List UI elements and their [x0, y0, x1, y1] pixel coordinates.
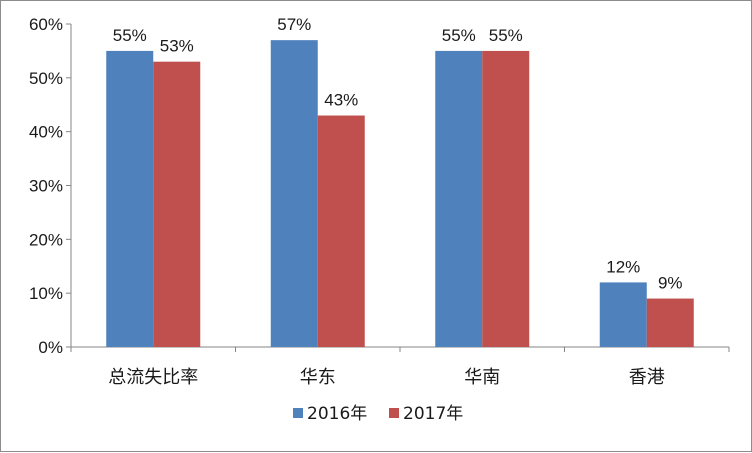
- x-category-label: 华南: [464, 367, 500, 388]
- bar: [106, 50, 154, 348]
- bar: [435, 50, 483, 348]
- data-label: 53%: [160, 37, 194, 56]
- legend-label: 2017年: [403, 404, 463, 424]
- y-tick-label: 0%: [38, 338, 63, 357]
- data-label: 55%: [113, 26, 147, 45]
- y-tick-label: 30%: [29, 177, 63, 196]
- data-labels: 55% 57% 55% 12% 53% 43% 55% 9%: [113, 15, 683, 292]
- data-label: 55%: [489, 26, 523, 45]
- data-label: 55%: [442, 26, 476, 45]
- legend: 2016年 2017年: [293, 404, 463, 424]
- y-tick-label: 10%: [29, 284, 63, 303]
- y-tick-label: 60%: [29, 15, 63, 34]
- axes: 0% 10% 20% 30% 40% 50% 60% 总流失比率 华东 华南 香港: [29, 15, 730, 388]
- data-label: 12%: [606, 257, 640, 276]
- bar: [646, 298, 694, 347]
- x-category-label: 华东: [300, 367, 336, 388]
- legend-swatch: [293, 408, 303, 418]
- y-tick-label: 20%: [29, 230, 63, 249]
- bar: [599, 282, 647, 347]
- data-label: 9%: [658, 274, 683, 293]
- legend-swatch: [389, 408, 399, 418]
- y-tick-label: 40%: [29, 123, 63, 142]
- legend-label: 2016年: [307, 404, 367, 424]
- x-category-label: 总流失比率: [108, 367, 198, 388]
- bar: [317, 115, 365, 348]
- bar: [482, 50, 530, 348]
- bars: [106, 40, 694, 348]
- data-label: 43%: [324, 91, 358, 110]
- y-tick-label: 50%: [29, 69, 63, 88]
- bar: [153, 61, 201, 347]
- bar: [270, 40, 318, 348]
- x-category-label: 香港: [629, 367, 665, 388]
- data-label: 57%: [277, 15, 311, 34]
